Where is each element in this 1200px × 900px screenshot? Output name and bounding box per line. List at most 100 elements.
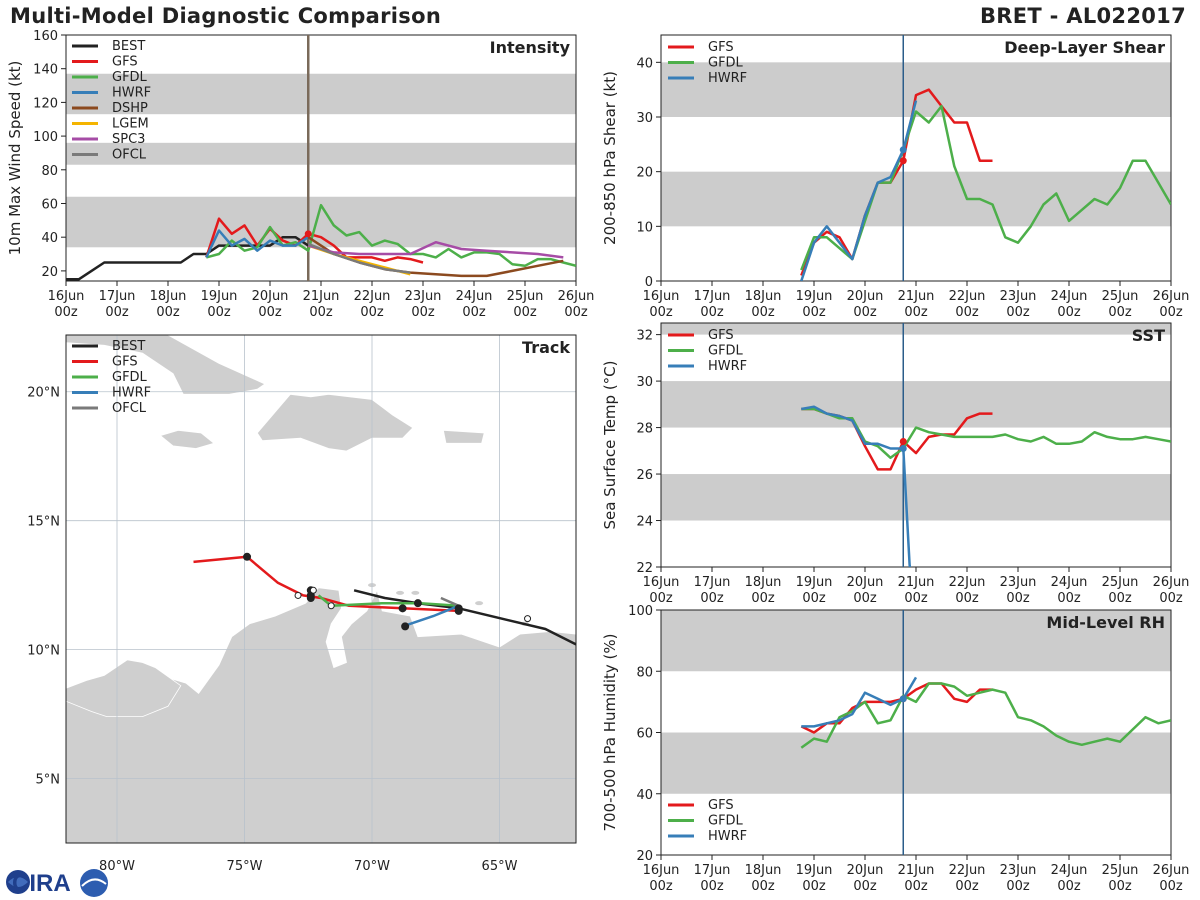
panel-shear: 16Jun00z17Jun00z18Jun00z19Jun00z20Jun00z… — [601, 34, 1189, 320]
panel-title: Intensity — [490, 38, 571, 57]
x-tick-label: 00z — [751, 879, 775, 894]
x-tick-label: 25Jun — [1102, 575, 1139, 590]
x-tick-label: 00z — [751, 591, 775, 606]
x-tick-label: 00z — [649, 879, 673, 894]
x-tick-label: 25Jun — [1102, 863, 1139, 878]
x-tick-label: 21Jun — [898, 575, 935, 590]
series-line-ofcl — [307, 242, 411, 274]
analysis-marker — [899, 695, 907, 703]
y-tick-label: 20 — [636, 166, 653, 181]
track-position-marker — [309, 586, 317, 594]
x-tick-label: 00z — [904, 305, 928, 320]
y-tick-label: 32 — [636, 329, 653, 344]
x-tick-label: 17Jun — [694, 289, 731, 304]
legend-label-gfdl: GFDL — [708, 56, 744, 71]
y-tick-label: 120 — [33, 96, 58, 111]
x-tick-label: 00z — [1057, 591, 1081, 606]
y-tick-label: 40 — [636, 788, 653, 803]
x-tick-label: 19Jun — [796, 575, 833, 590]
shaded-band — [66, 142, 576, 165]
x-tick-label: 00z — [564, 305, 588, 320]
legend-label-gfdl: GFDL — [112, 70, 148, 85]
track-position-marker — [327, 602, 335, 610]
track-position-marker — [398, 604, 407, 613]
storm-id: BRET - AL022017 — [980, 4, 1186, 28]
x-tick-label: 16Jun — [48, 289, 85, 304]
series-line-best — [66, 235, 309, 281]
south-america-land — [66, 587, 576, 843]
series-group — [801, 405, 1171, 567]
x-tick-label: 00z — [853, 879, 877, 894]
series-line-hwrf — [801, 676, 918, 728]
lon-tick-label: 70°W — [354, 859, 390, 874]
analysis-marker — [899, 444, 907, 452]
track-position-marker — [294, 591, 302, 599]
x-tick-label: 00z — [751, 305, 775, 320]
shaded-band — [661, 474, 1171, 521]
x-tick-label: 24Jun — [1051, 289, 1088, 304]
x-tick-label: 23Jun — [1000, 863, 1037, 878]
y-tick-label: 20 — [41, 265, 58, 280]
x-tick-label: 00z — [1159, 305, 1183, 320]
y-tick-label: 28 — [636, 422, 653, 437]
legend-label-dshp: DSHP — [112, 101, 148, 116]
x-tick-label: 00z — [1159, 591, 1183, 606]
x-tick-label: 20Jun — [847, 575, 884, 590]
series-line-gfdl — [800, 104, 1171, 271]
x-tick-label: 00z — [955, 591, 979, 606]
x-tick-label: 23Jun — [1000, 289, 1037, 304]
x-tick-label: 00z — [1108, 305, 1132, 320]
x-tick-label: 00z — [1159, 879, 1183, 894]
shaded-band — [66, 73, 576, 115]
series-group — [800, 88, 1171, 281]
island-land — [411, 590, 420, 595]
x-tick-label: 25Jun — [507, 289, 544, 304]
x-tick-label: 18Jun — [745, 289, 782, 304]
analysis-marker — [304, 230, 312, 238]
legend-label-gfdl: GFDL — [708, 344, 744, 359]
x-tick-label: 16Jun — [643, 289, 680, 304]
y-tick-label: 0 — [645, 275, 653, 290]
x-tick-label: 25Jun — [1102, 289, 1139, 304]
shaded-band — [661, 62, 1171, 117]
panel-title: Deep-Layer Shear — [1004, 38, 1165, 57]
series-line-gfdl — [205, 203, 576, 268]
legend-label-gfs: GFS — [112, 355, 138, 370]
x-tick-label: 20Jun — [252, 289, 289, 304]
panel-intensity: 16Jun00z17Jun00z18Jun00z19Jun00z20Jun00z… — [6, 29, 594, 320]
legend-label-hwrf: HWRF — [112, 86, 151, 101]
x-tick-label: 19Jun — [796, 289, 833, 304]
panel-rh: 16Jun00z17Jun00z18Jun00z19Jun00z20Jun00z… — [601, 604, 1189, 894]
series-group — [800, 676, 1171, 749]
y-tick-label: 30 — [636, 375, 653, 390]
legend-label-hwrf: HWRF — [112, 386, 151, 401]
x-tick-label: 00z — [904, 879, 928, 894]
y-tick-label: 24 — [636, 515, 653, 530]
x-tick-label: 23Jun — [405, 289, 442, 304]
legend-label-gfs: GFS — [708, 328, 734, 343]
shaded-band — [661, 323, 1171, 335]
lat-tick-label: 10°N — [27, 644, 60, 659]
x-tick-label: 21Jun — [898, 289, 935, 304]
analysis-marker — [899, 438, 907, 446]
page-title: Multi-Model Diagnostic Comparison — [10, 4, 442, 28]
x-tick-label: 00z — [700, 305, 724, 320]
legend-label-gfdl: GFDL — [708, 814, 744, 829]
x-tick-label: 00z — [462, 305, 486, 320]
hispaniola-land — [256, 393, 414, 452]
x-tick-label: 00z — [1057, 879, 1081, 894]
panel-title: SST — [1132, 326, 1165, 345]
panel-title: Track — [522, 338, 570, 357]
shaded-band — [661, 610, 1171, 672]
x-tick-label: 17Jun — [99, 289, 136, 304]
lon-tick-label: 65°W — [482, 859, 518, 874]
x-tick-label: 24Jun — [456, 289, 493, 304]
logo-text: CIRA — [12, 870, 71, 897]
x-tick-label: 22Jun — [949, 863, 986, 878]
y-tick-label: 60 — [636, 727, 653, 742]
analysis-marker — [899, 146, 907, 154]
track-line-gfdl — [317, 594, 459, 608]
y-tick-label: 80 — [41, 164, 58, 179]
x-tick-label: 20Jun — [847, 289, 884, 304]
x-tick-label: 16Jun — [643, 863, 680, 878]
